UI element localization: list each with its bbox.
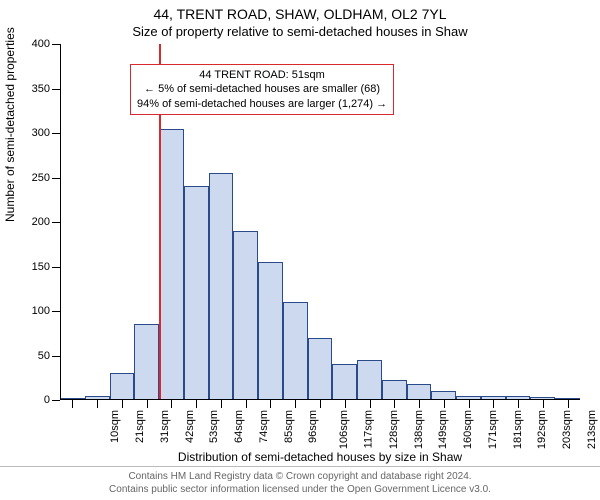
x-tick xyxy=(246,400,247,408)
histogram-bar xyxy=(407,384,432,400)
annotation-line3: 94% of semi-detached houses are larger (… xyxy=(137,97,387,111)
x-tick xyxy=(568,400,569,408)
x-tick-label: 128sqm xyxy=(388,410,400,449)
x-tick xyxy=(419,400,420,408)
histogram-bar xyxy=(134,324,159,400)
x-tick xyxy=(543,400,544,408)
x-tick-label: 85sqm xyxy=(283,410,295,443)
histogram-bar xyxy=(209,173,234,400)
y-tick xyxy=(52,222,60,223)
footer-line2: Contains public sector information licen… xyxy=(0,483,600,496)
x-tick-label: 203sqm xyxy=(561,410,573,449)
chart-container: 44, TRENT ROAD, SHAW, OLDHAM, OL2 7YL Si… xyxy=(0,0,600,500)
y-tick xyxy=(52,178,60,179)
histogram-bar xyxy=(258,262,283,400)
y-tick xyxy=(52,44,60,45)
x-tick-label: 64sqm xyxy=(233,410,245,443)
x-tick-label: 171sqm xyxy=(487,410,499,449)
x-tick-label: 10sqm xyxy=(109,410,121,443)
y-tick-label: 200 xyxy=(20,216,50,228)
x-tick xyxy=(171,400,172,408)
histogram-bar xyxy=(332,364,357,400)
histogram-bar xyxy=(110,373,135,400)
x-tick xyxy=(72,400,73,408)
plot-area: 05010015020025030035040010sqm21sqm31sqm4… xyxy=(60,44,580,400)
footer: Contains HM Land Registry data © Crown c… xyxy=(0,466,600,496)
x-axis-title: Distribution of semi-detached houses by … xyxy=(60,450,580,464)
y-tick xyxy=(52,133,60,134)
x-tick-label: 138sqm xyxy=(413,410,425,449)
y-tick-label: 400 xyxy=(20,38,50,50)
y-tick-label: 250 xyxy=(20,172,50,184)
x-tick-label: 160sqm xyxy=(462,410,474,449)
y-tick-label: 300 xyxy=(20,127,50,139)
x-tick-label: 53sqm xyxy=(208,410,220,443)
annotation-line1: 44 TRENT ROAD: 51sqm xyxy=(137,68,387,82)
histogram-bar xyxy=(357,360,382,400)
x-tick-label: 42sqm xyxy=(184,410,196,443)
annotation-box: 44 TRENT ROAD: 51sqm ← 5% of semi-detach… xyxy=(130,64,394,115)
y-tick-label: 150 xyxy=(20,261,50,273)
annotation-line2: ← 5% of semi-detached houses are smaller… xyxy=(137,82,387,96)
footer-line1: Contains HM Land Registry data © Crown c… xyxy=(0,470,600,483)
x-tick xyxy=(221,400,222,408)
y-tick xyxy=(52,267,60,268)
x-tick-label: 21sqm xyxy=(134,410,146,443)
x-tick-label: 213sqm xyxy=(586,410,598,449)
x-tick-label: 31sqm xyxy=(159,410,171,443)
y-axis xyxy=(60,44,61,400)
x-tick xyxy=(295,400,296,408)
x-tick xyxy=(196,400,197,408)
x-tick xyxy=(394,400,395,408)
x-tick xyxy=(270,400,271,408)
x-tick-label: 149sqm xyxy=(437,410,449,449)
x-tick-label: 117sqm xyxy=(362,410,374,448)
x-tick-label: 192sqm xyxy=(536,410,548,449)
page-title: 44, TRENT ROAD, SHAW, OLDHAM, OL2 7YL xyxy=(0,0,600,22)
x-tick xyxy=(320,400,321,408)
y-tick xyxy=(52,311,60,312)
histogram-bar xyxy=(184,186,209,400)
histogram-bar xyxy=(233,231,258,400)
histogram-bar xyxy=(308,338,333,400)
y-tick-label: 0 xyxy=(20,394,50,406)
y-tick xyxy=(52,89,60,90)
y-tick xyxy=(52,356,60,357)
histogram-bar xyxy=(283,302,308,400)
histogram-bar xyxy=(382,380,407,400)
y-tick xyxy=(52,400,60,401)
x-tick xyxy=(370,400,371,408)
histogram-bar xyxy=(159,129,184,400)
y-axis-title: Number of semi-detached properties xyxy=(3,27,17,222)
x-tick xyxy=(493,400,494,408)
x-tick xyxy=(97,400,98,408)
x-tick xyxy=(444,400,445,408)
x-tick xyxy=(122,400,123,408)
x-tick xyxy=(345,400,346,408)
y-tick-label: 100 xyxy=(20,305,50,317)
x-tick xyxy=(469,400,470,408)
x-axis xyxy=(60,399,580,400)
x-tick-label: 96sqm xyxy=(308,410,320,443)
x-tick-label: 181sqm xyxy=(512,410,524,449)
y-tick-label: 50 xyxy=(20,350,50,362)
x-tick xyxy=(147,400,148,408)
x-tick-label: 106sqm xyxy=(338,410,350,449)
x-tick-label: 74sqm xyxy=(258,410,270,443)
y-tick-label: 350 xyxy=(20,83,50,95)
page-subtitle: Size of property relative to semi-detach… xyxy=(0,22,600,39)
x-tick xyxy=(518,400,519,408)
